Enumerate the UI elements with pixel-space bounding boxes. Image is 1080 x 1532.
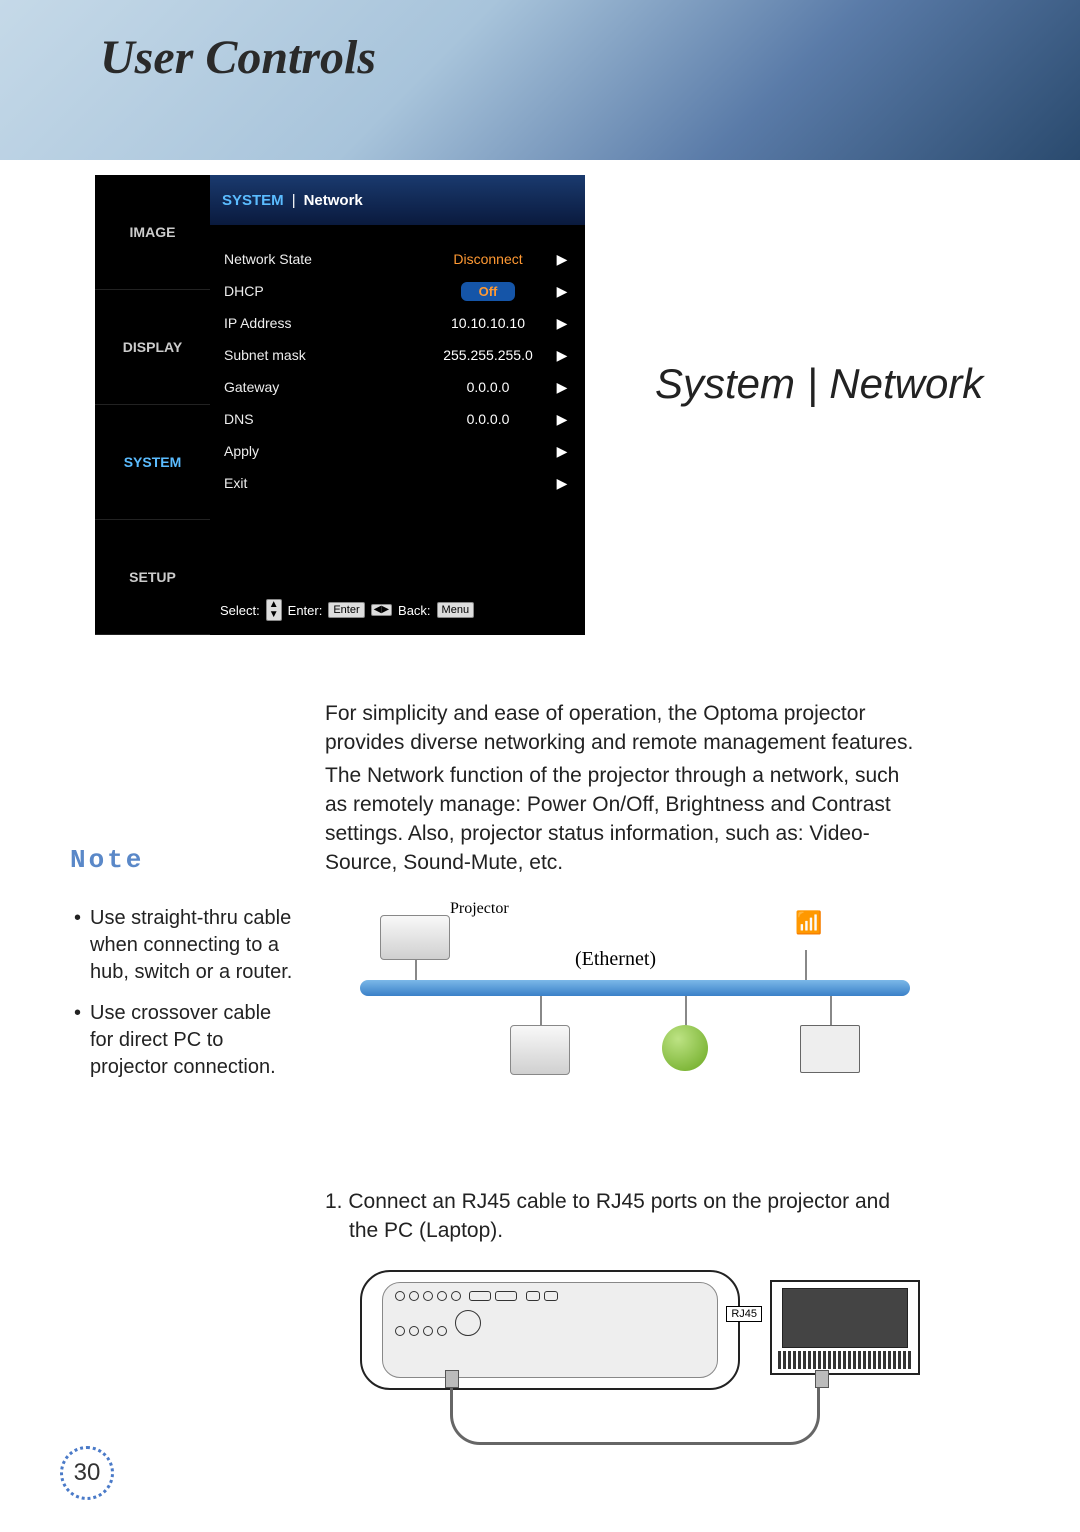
osd-tab-system[interactable]: SYSTEM — [95, 405, 210, 520]
user-icon — [662, 1025, 708, 1071]
osd-row-gateway[interactable]: Gateway 0.0.0.0 ▶ — [224, 371, 571, 403]
osd-main: SYSTEM | Network Network State Disconnec… — [210, 175, 585, 635]
port-plate — [382, 1282, 718, 1378]
osd-breadcrumb: SYSTEM | Network — [210, 175, 585, 225]
chevron-right-icon: ▶ — [553, 251, 571, 268]
page-number: 30 — [60, 1446, 114, 1500]
rj45-plug-icon — [815, 1370, 829, 1388]
cable-line — [450, 1385, 820, 1445]
note-item: Use crossover cable for direct PC to pro… — [70, 1000, 300, 1081]
enter-key-icon: Enter — [328, 602, 364, 618]
laptop-icon — [770, 1280, 920, 1375]
osd-tab-display[interactable]: DISPLAY — [95, 290, 210, 405]
osd-row-label: Apply — [224, 443, 423, 459]
chevron-right-icon: ▶ — [553, 283, 571, 300]
osd-row-value: Disconnect — [423, 251, 553, 267]
osd-row-label: DHCP — [224, 283, 423, 299]
printer-icon — [510, 1025, 570, 1075]
ethernet-diagram: Projector 📶 (Ethernet) — [360, 900, 910, 1120]
chevron-right-icon: ▶ — [553, 411, 571, 428]
osd-row-value: Off — [423, 282, 553, 301]
osd-rows: Network State Disconnect ▶ DHCP Off ▶ IP… — [210, 225, 585, 507]
osd-tab-image[interactable]: IMAGE — [95, 175, 210, 290]
chevron-right-icon: ▶ — [553, 379, 571, 396]
projector-icon — [380, 915, 450, 960]
chevron-right-icon: ▶ — [553, 475, 571, 492]
osd-row-network-state[interactable]: Network State Disconnect ▶ — [224, 243, 571, 275]
osd-row-dns[interactable]: DNS 0.0.0.0 ▶ — [224, 403, 571, 435]
footer-select-label: Select: — [220, 603, 260, 618]
footer-back-label: Back: — [398, 603, 431, 618]
osd-row-exit[interactable]: Exit ▶ — [224, 467, 571, 499]
osd-breadcrumb-system: SYSTEM — [222, 192, 284, 209]
osd-row-label: Subnet mask — [224, 347, 423, 363]
note-block: Note Use straight-thru cable when connec… — [70, 845, 300, 1095]
body-para-1: For simplicity and ease of operation, th… — [325, 700, 915, 758]
osd-tab-setup[interactable]: SETUP — [95, 520, 210, 635]
osd-footer: Select: ▲▼ Enter: Enter ◀▶ Back: Menu — [220, 595, 575, 625]
menu-key-icon: Menu — [437, 602, 475, 618]
osd-row-label: IP Address — [224, 315, 423, 331]
osd-sidebar: IMAGE DISPLAY SYSTEM SETUP — [95, 175, 210, 635]
note-list: Use straight-thru cable when connecting … — [70, 905, 300, 1081]
drop-line — [685, 996, 687, 1026]
osd-row-subnet[interactable]: Subnet mask 255.255.255.0 ▶ — [224, 339, 571, 371]
osd-row-value: 0.0.0.0 — [423, 411, 553, 427]
osd-row-label: Gateway — [224, 379, 423, 395]
ethernet-label: (Ethernet) — [575, 948, 656, 971]
ethernet-bar — [360, 980, 910, 996]
note-heading: Note — [70, 845, 300, 875]
drop-line — [830, 996, 832, 1026]
chevron-right-icon: ▶ — [553, 443, 571, 460]
page-title: User Controls — [100, 30, 376, 85]
osd-row-value: 0.0.0.0 — [423, 379, 553, 395]
projector-rear-panel — [360, 1270, 740, 1390]
footer-enter-label: Enter: — [288, 603, 323, 618]
pc-icon — [800, 1025, 860, 1073]
chevron-right-icon: ▶ — [553, 315, 571, 332]
rj45-plug-icon — [445, 1370, 459, 1388]
chevron-right-icon: ▶ — [553, 347, 571, 364]
drop-line — [805, 950, 807, 980]
drop-line — [415, 960, 417, 980]
drop-line — [540, 996, 542, 1026]
osd-row-value: 255.255.255.0 — [423, 347, 553, 363]
osd-breadcrumb-sep: | — [292, 192, 296, 209]
connection-diagram: RJ45 — [360, 1270, 920, 1470]
wifi-icon: 📶 — [795, 910, 822, 936]
up-down-icon: ▲▼ — [266, 599, 282, 621]
osd-row-value: 10.10.10.10 — [423, 315, 553, 331]
osd-row-dhcp[interactable]: DHCP Off ▶ — [224, 275, 571, 307]
osd-menu: IMAGE DISPLAY SYSTEM SETUP SYSTEM | Netw… — [95, 175, 585, 635]
note-item: Use straight-thru cable when connecting … — [70, 905, 300, 986]
body-text: For simplicity and ease of operation, th… — [325, 700, 915, 878]
osd-row-label: Network State — [224, 251, 423, 267]
osd-row-label: Exit — [224, 475, 423, 491]
osd-row-label: DNS — [224, 411, 423, 427]
left-right-icon: ◀▶ — [371, 604, 392, 616]
osd-breadcrumb-network: Network — [304, 192, 363, 209]
rj45-label: RJ45 — [726, 1306, 762, 1322]
osd-row-ip[interactable]: IP Address 10.10.10.10 ▶ — [224, 307, 571, 339]
projector-label: Projector — [450, 900, 509, 918]
osd-row-apply[interactable]: Apply ▶ — [224, 435, 571, 467]
step-1-text: 1. Connect an RJ45 cable to RJ45 ports o… — [325, 1188, 915, 1246]
section-heading: System | Network — [655, 360, 983, 408]
body-para-2: The Network function of the projector th… — [325, 762, 915, 878]
